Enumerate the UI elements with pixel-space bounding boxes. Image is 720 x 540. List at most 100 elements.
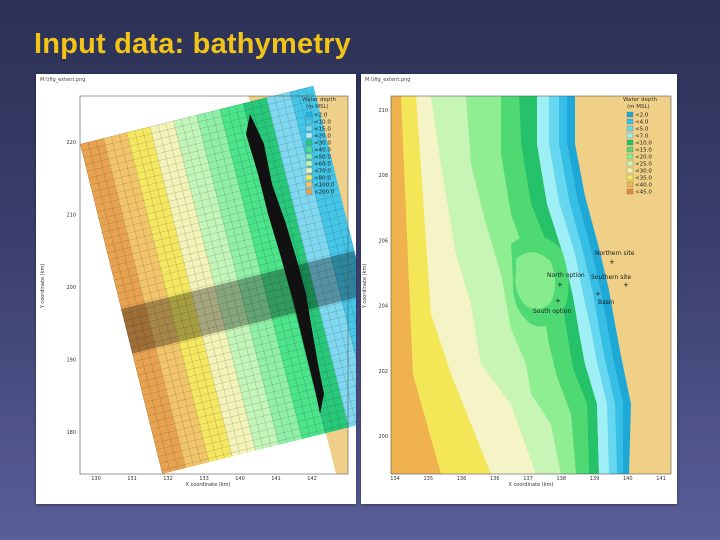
left-legend-swatch xyxy=(305,139,313,146)
right-x-tick-label: 139 xyxy=(590,476,600,482)
slide-title: Input data: bathymetry xyxy=(34,28,351,60)
right-y-axis-label: Y coordinate (km) xyxy=(362,264,368,310)
left-x-tick-label: 140 xyxy=(235,476,245,482)
left-y-axis-label: Y coordinate (km) xyxy=(40,264,46,310)
depth-contours xyxy=(391,96,671,474)
site-markers: Northern site + North option + Southern … xyxy=(533,250,635,315)
left-bathymetry-map: M:\\fig_extent.png 220 210 200 190 180 130 13… xyxy=(36,74,356,504)
left-x-tick-label: 132 xyxy=(163,476,173,482)
right-x-tick-label: 138 xyxy=(556,476,566,482)
right-legend-label: <45.0 xyxy=(635,190,652,196)
right-legend-label: <4.0 xyxy=(635,120,649,126)
left-legend-swatch xyxy=(305,118,313,125)
right-legend-swatch xyxy=(626,181,634,188)
right-legend-swatch xyxy=(626,174,634,181)
right-legend: Water depth (m MSL) <2.0<4.0<5.0<7.0<10.… xyxy=(623,97,658,196)
left-legend-swatch xyxy=(305,181,313,188)
left-x-tick-label: 131 xyxy=(127,476,137,482)
refined-grid-strip xyxy=(121,250,356,354)
right-legend-swatch xyxy=(626,146,634,153)
left-y-tick-label: 220 xyxy=(66,140,76,146)
right-legend-swatch xyxy=(626,118,634,125)
left-legend-label: <50.0 xyxy=(314,155,331,161)
left-legend-label: <15.0 xyxy=(314,127,331,133)
right-x-tick-label: 136 xyxy=(490,476,500,482)
right-file-label: M:\\fig_extent.png xyxy=(365,77,410,83)
left-legend-label: <70.0 xyxy=(314,169,331,175)
left-legend-label: <100.0 xyxy=(314,183,335,189)
left-legend-label: <80.0 xyxy=(314,176,331,182)
basin-label: Basin xyxy=(598,299,615,306)
northern-site-label: Northern site xyxy=(595,250,635,257)
south-option-label: South option xyxy=(533,308,572,315)
right-y-tick-label: 204 xyxy=(378,304,388,310)
left-legend-title: Water depth xyxy=(302,97,337,103)
left-legend-swatch xyxy=(305,188,313,195)
basin-marker: + xyxy=(595,290,601,298)
left-legend: Water depth (m MSL) <2.0<10.0<15.0<20.0<… xyxy=(302,97,337,196)
right-legend-label: <15.0 xyxy=(635,148,652,154)
left-legend-label: <200.0 xyxy=(314,190,335,196)
right-y-tick-label: 202 xyxy=(378,369,388,375)
left-legend-label: <10.0 xyxy=(314,120,331,126)
right-x-tick-label: 141 xyxy=(656,476,666,482)
left-legend-label: <40.0 xyxy=(314,148,331,154)
left-x-tick-label: 133 xyxy=(199,476,209,482)
right-legend-label: <10.0 xyxy=(635,141,652,147)
right-x-tick-label: 134 xyxy=(390,476,400,482)
north-option-marker: + xyxy=(557,281,563,289)
left-x-tick-label: 141 xyxy=(271,476,281,482)
model-grid xyxy=(80,85,356,474)
right-legend-subtitle: (m MSL) xyxy=(627,104,650,110)
right-legend-title: Water depth xyxy=(623,97,658,103)
right-legend-label: <2.0 xyxy=(635,113,649,119)
right-bathymetry-figure: M:\\fig_extent.png Northern site + North… xyxy=(361,74,677,504)
right-y-tick-label: 208 xyxy=(378,173,388,179)
southern-site-marker: + xyxy=(623,281,629,289)
right-bathymetry-map: M:\\fig_extent.png Northern site + North… xyxy=(361,74,677,504)
right-legend-swatch xyxy=(626,153,634,160)
left-legend-swatch xyxy=(305,160,313,167)
right-legend-swatch xyxy=(626,160,634,167)
left-legend-swatch xyxy=(305,167,313,174)
right-legend-label: <30.0 xyxy=(635,169,652,175)
left-legend-label: <30.0 xyxy=(314,141,331,147)
right-legend-label: <5.0 xyxy=(635,127,649,133)
left-legend-swatch xyxy=(305,146,313,153)
right-legend-swatch xyxy=(626,139,634,146)
right-legend-label: <40.0 xyxy=(635,183,652,189)
right-x-tick-label: 140 xyxy=(623,476,633,482)
left-y-tick-label: 190 xyxy=(66,358,76,364)
left-y-tick-label: 180 xyxy=(66,430,76,436)
left-x-tick-label: 130 xyxy=(91,476,101,482)
southern-site-label: Southern site xyxy=(591,274,631,281)
north-option-label: North option xyxy=(547,272,585,279)
left-x-tick-label: 142 xyxy=(307,476,317,482)
right-legend-swatch xyxy=(626,125,634,132)
right-x-axis-label: X coordinate (km) xyxy=(509,482,554,488)
left-file-label: M:\\fig_extent.png xyxy=(40,77,85,83)
northern-site-marker: + xyxy=(609,258,615,266)
left-legend-label: <60.0 xyxy=(314,162,331,168)
right-y-tick-label: 210 xyxy=(378,108,388,114)
left-legend-swatch xyxy=(305,125,313,132)
left-legend-swatch xyxy=(305,153,313,160)
right-legend-label: <25.0 xyxy=(635,162,652,168)
left-x-axis-label: X coordinate (km) xyxy=(186,482,231,488)
right-legend-swatch xyxy=(626,111,634,118)
right-legend-label: <35.0 xyxy=(635,176,652,182)
right-y-tick-label: 206 xyxy=(378,238,388,244)
right-legend-label: <20.0 xyxy=(635,155,652,161)
left-bathymetry-figure: M:\\fig_extent.png 220 210 200 190 180 130 13… xyxy=(36,74,356,504)
right-legend-swatch xyxy=(626,167,634,174)
south-option-marker: + xyxy=(555,297,561,305)
coastline-shadow xyxy=(246,114,324,414)
right-x-tick-label: 137 xyxy=(523,476,533,482)
right-x-tick-label: 136 xyxy=(457,476,467,482)
left-y-tick-label: 210 xyxy=(66,213,76,219)
left-y-tick-label: 200 xyxy=(66,285,76,291)
right-legend-swatch xyxy=(626,132,634,139)
left-legend-swatch xyxy=(305,132,313,139)
left-legend-label: <2.0 xyxy=(314,113,328,119)
right-legend-label: <7.0 xyxy=(635,134,649,140)
